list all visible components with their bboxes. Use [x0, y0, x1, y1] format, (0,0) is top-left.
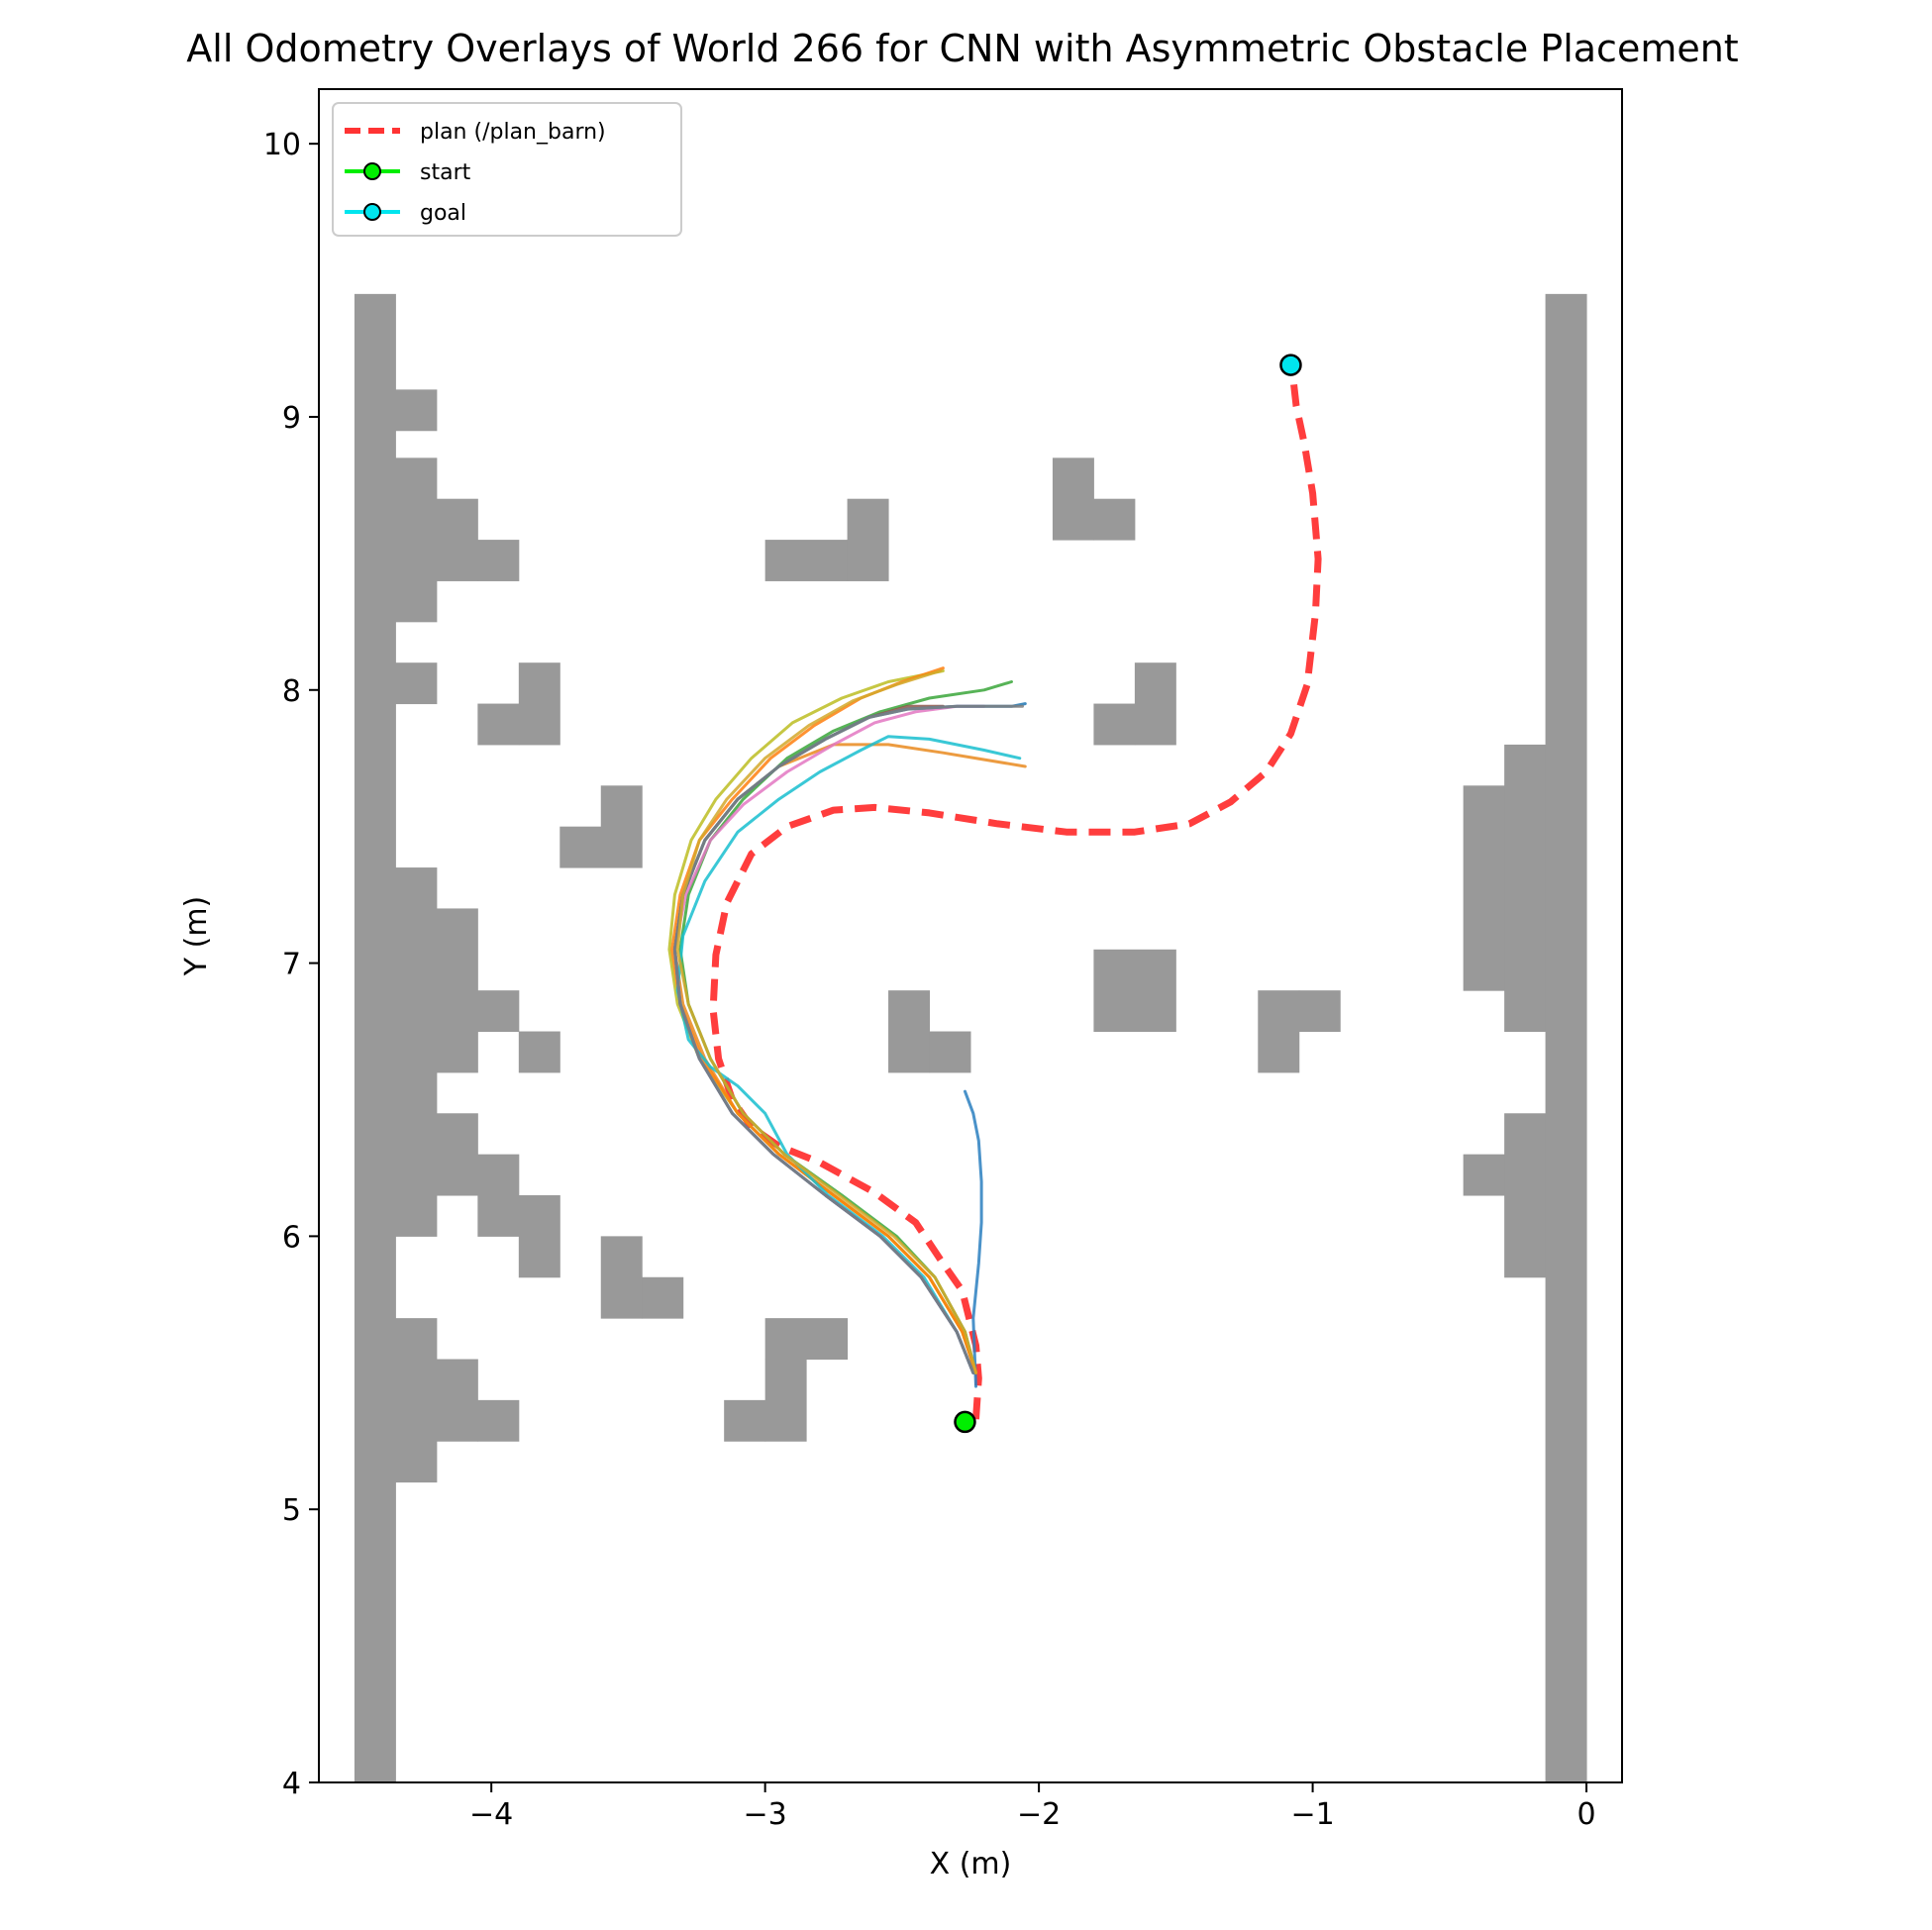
- x-tick-label: −3: [744, 1797, 787, 1832]
- obstacle-cell: [395, 867, 438, 1073]
- chart-title: All Odometry Overlays of World 266 for C…: [186, 27, 1738, 70]
- goal-marker: [1279, 354, 1302, 376]
- obstacle-cell: [1258, 990, 1300, 1073]
- x-tick-label: −2: [1017, 1797, 1061, 1832]
- x-tick-label: 0: [1577, 1797, 1596, 1832]
- obstacle-cell: [395, 389, 438, 432]
- y-tick-label: 9: [282, 401, 301, 436]
- obstacle-cell: [1298, 990, 1341, 1033]
- plan-line: [709, 380, 1322, 1420]
- y-tick-label: 10: [263, 128, 301, 162]
- start-marker: [954, 1410, 976, 1434]
- obstacle-cell: [1463, 785, 1505, 991]
- obstacle-cell: [518, 1031, 560, 1073]
- obstacle-cell: [1463, 1154, 1505, 1196]
- obstacle-cell: [847, 498, 889, 581]
- legend-label: plan (/plan_barn): [420, 120, 606, 145]
- obstacle-cell: [642, 1276, 684, 1319]
- obstacle-cell: [1093, 949, 1176, 1033]
- plan-layer: [709, 380, 1322, 1420]
- obstacle-cell: [764, 1359, 807, 1442]
- obstacle-cell: [1504, 1113, 1547, 1278]
- obstacle-cell: [436, 1113, 478, 1196]
- obstacle-cell: [724, 1399, 766, 1442]
- obstacle-cell: [600, 1236, 643, 1319]
- odometry-line: [964, 1089, 983, 1388]
- x-axis-label: X (m): [930, 1847, 1012, 1881]
- obstacle-layer: [354, 293, 1587, 1783]
- legend-label: goal: [420, 201, 466, 226]
- obstacle-cell: [1545, 293, 1587, 1783]
- obstacle-cell: [395, 1318, 438, 1483]
- obstacle-cell: [395, 662, 438, 705]
- odometry-series-layer: [667, 666, 1027, 1388]
- x-axis: −4 −3 −2 −1 0: [469, 1782, 1596, 1832]
- plot-area-frame: [318, 88, 1623, 1783]
- obstacle-cell: [436, 498, 478, 581]
- obstacle-cell: [1052, 457, 1094, 541]
- obstacle-cell: [764, 1318, 849, 1360]
- obstacle-cell: [764, 540, 849, 581]
- x-tick-label: −1: [1290, 1797, 1334, 1832]
- obstacle-cell: [518, 1195, 560, 1278]
- obstacle-cell: [436, 1359, 478, 1442]
- obstacle-cell: [1134, 662, 1176, 746]
- obstacle-cell: [395, 457, 438, 623]
- x-tick-label: −4: [469, 1797, 513, 1832]
- obstacle-cell: [477, 540, 520, 581]
- y-tick-label: 6: [282, 1220, 301, 1255]
- legend-label: start: [420, 160, 471, 185]
- legend: plan (/plan_barn)start goal: [332, 102, 682, 237]
- y-axis: 4 5 6 7 8 9 10: [263, 128, 319, 1801]
- obstacle-cell: [1504, 744, 1547, 1033]
- obstacle-cell: [888, 990, 931, 1073]
- marker-layer: [954, 354, 1302, 1434]
- legend-box: [332, 102, 682, 237]
- obstacle-cell: [929, 1031, 971, 1073]
- obstacle-cell: [477, 1399, 520, 1442]
- y-tick-label: 5: [282, 1493, 301, 1528]
- obstacle-cell: [436, 908, 478, 1073]
- odometry-line: [678, 680, 1013, 1374]
- obstacle-cell: [354, 293, 396, 1783]
- y-tick-label: 8: [282, 674, 301, 709]
- obstacle-cell: [559, 826, 602, 868]
- odometry-line: [672, 743, 1027, 1374]
- y-axis-label: Y (m): [179, 896, 214, 977]
- legend-swatch-marker: [363, 162, 381, 180]
- obstacle-cell: [477, 990, 520, 1033]
- obstacle-cell: [477, 1154, 520, 1237]
- obstacle-cell: [600, 785, 643, 868]
- odometry-line: [675, 669, 977, 1374]
- y-tick-label: 7: [282, 948, 301, 982]
- obstacle-cell: [1093, 498, 1136, 541]
- y-tick-label: 4: [282, 1767, 301, 1801]
- obstacle-cell: [395, 1071, 438, 1237]
- obstacle-cell: [477, 703, 520, 746]
- obstacle-cell: [1093, 703, 1136, 746]
- obstacle-cell: [518, 662, 560, 746]
- legend-swatch-marker: [363, 203, 381, 221]
